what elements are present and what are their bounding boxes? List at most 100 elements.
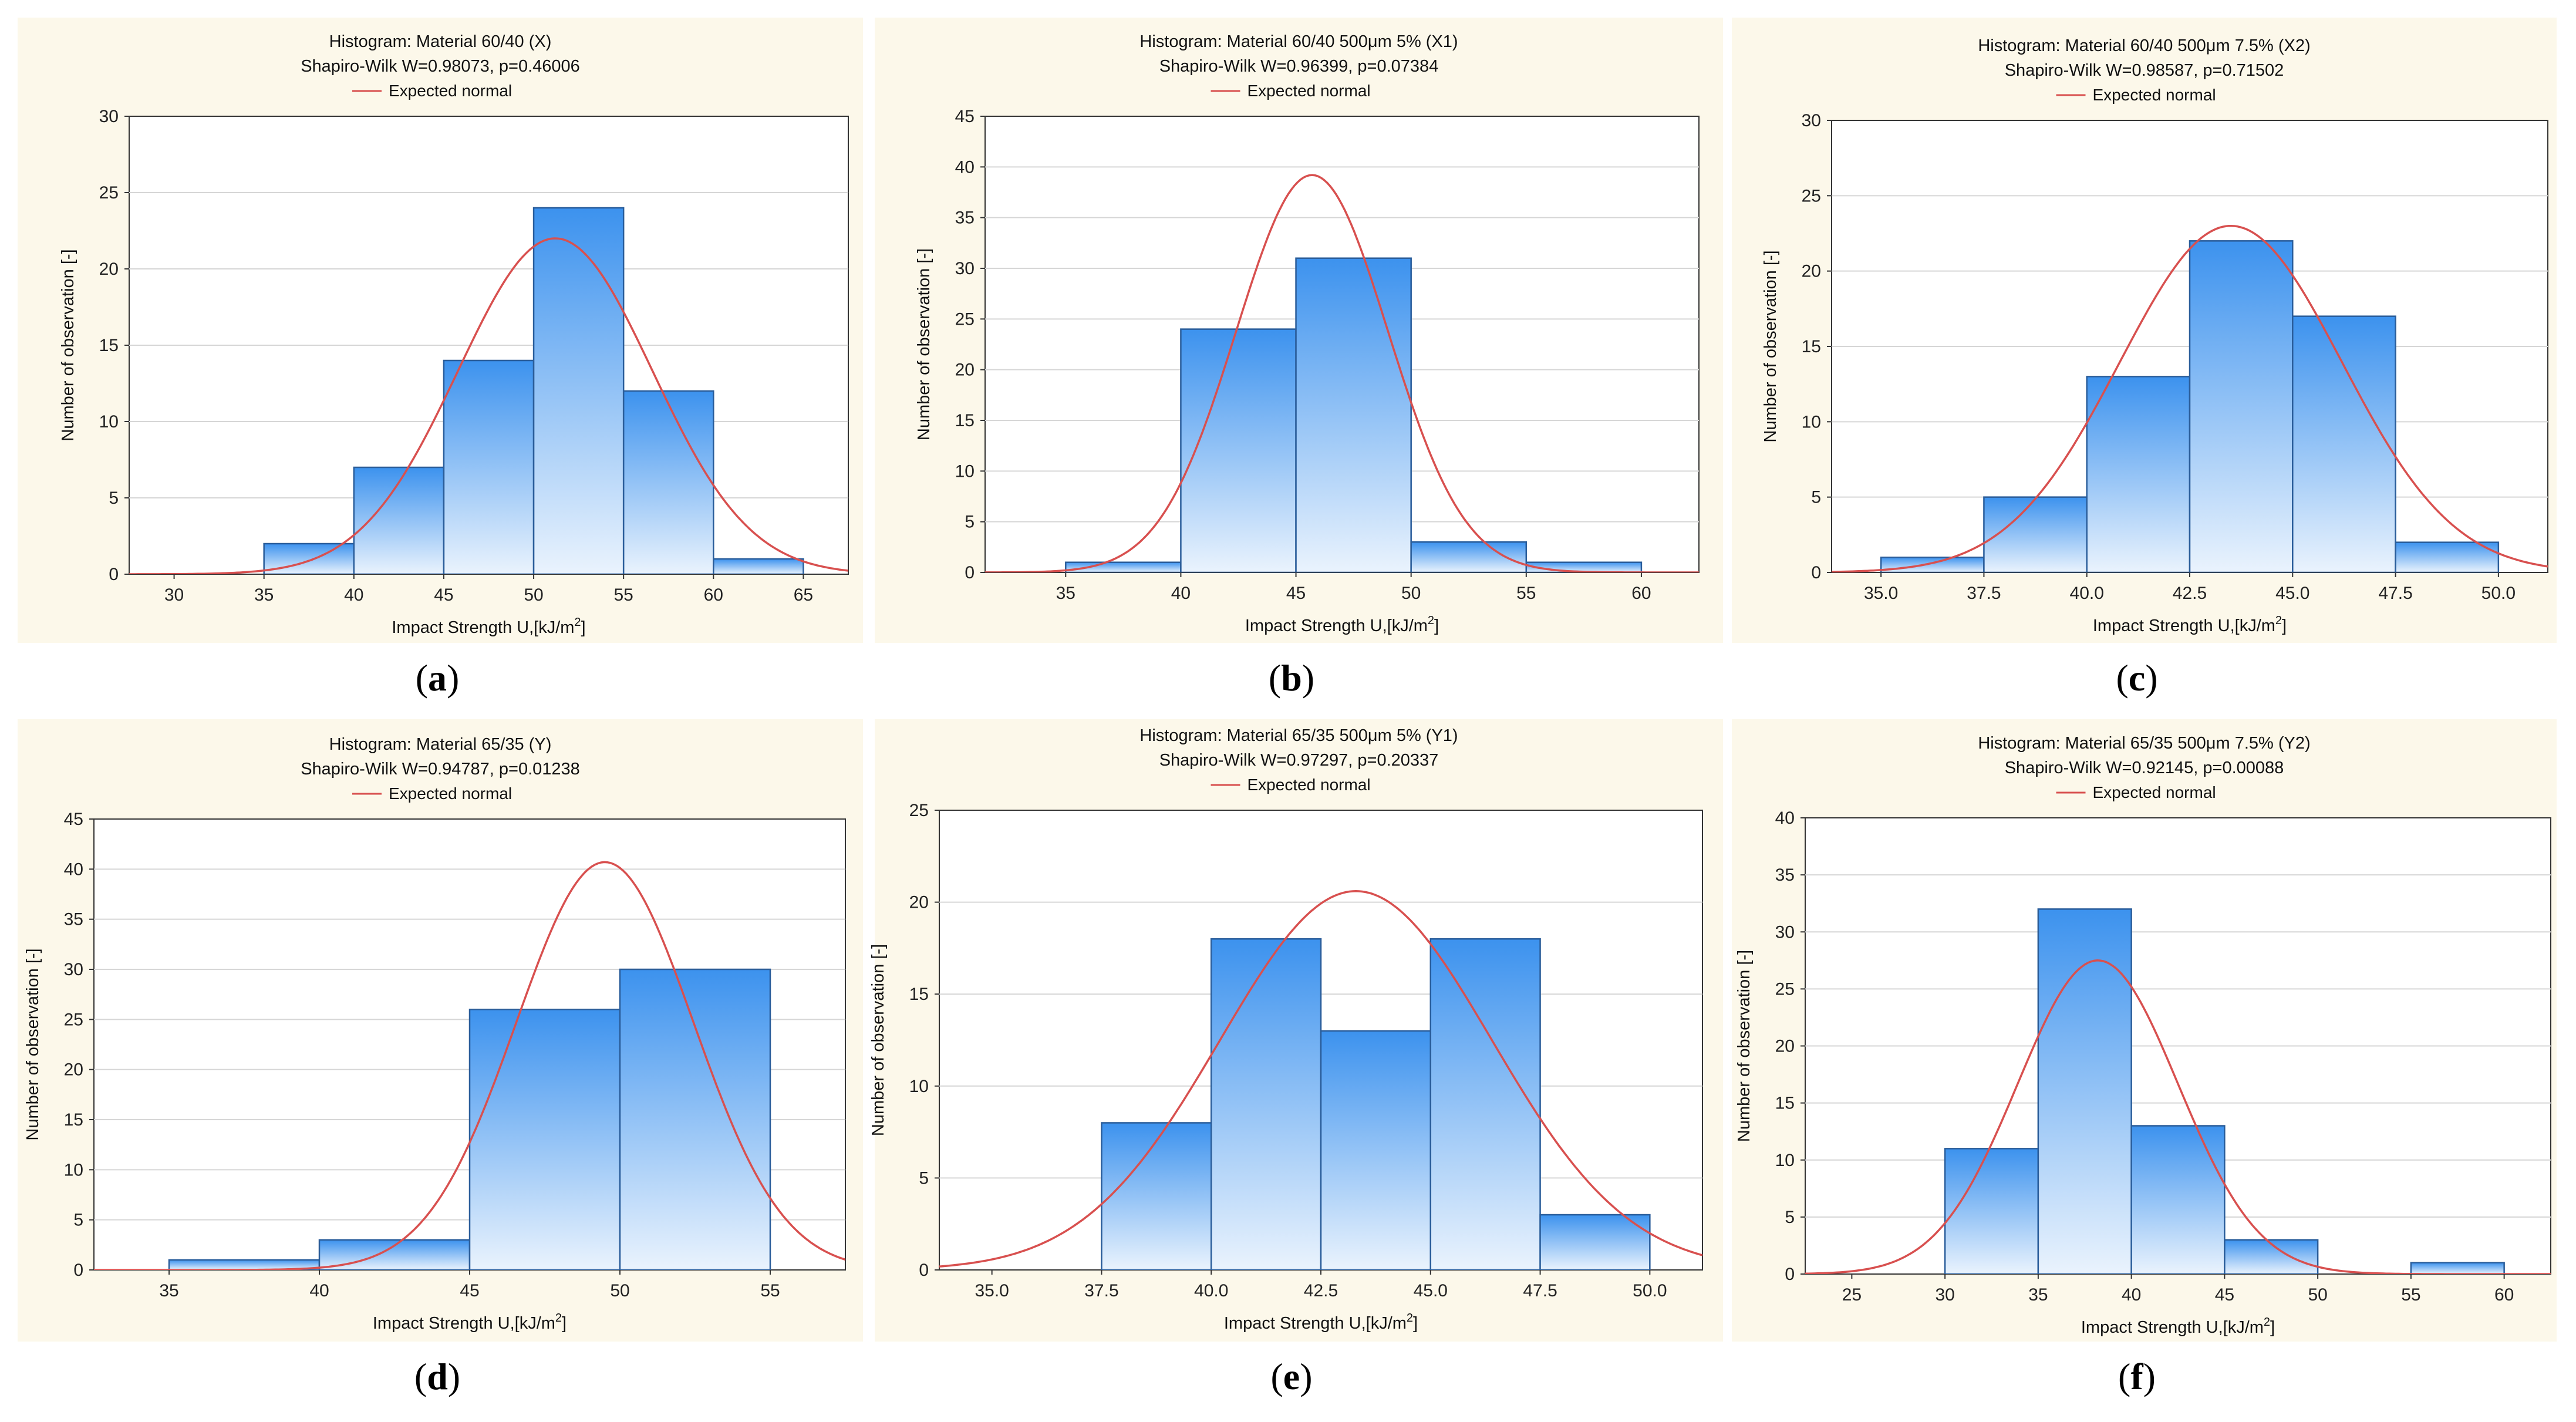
expected-normal-curve [939, 890, 1702, 1268]
x-tick-label: 37.5 [1967, 584, 2001, 603]
histogram-panel-c: Histogram: Material 60/40 500μm 7.5% (X2… [1732, 18, 2557, 643]
subfigure-label-e: (e) [1270, 1356, 1313, 1397]
chart-subtitle: Shapiro-Wilk W=0.97297, p=0.20337 [1159, 751, 1439, 770]
x-tick-label: 65 [794, 585, 813, 605]
y-tick-label: 25 [1802, 186, 1821, 205]
chart-subtitle: Shapiro-Wilk W=0.98587, p=0.71502 [2005, 61, 2284, 80]
x-tick-label: 40 [344, 585, 363, 605]
y-axis-label: Number of observation [-] [1761, 250, 1780, 442]
y-tick-label: 25 [64, 1010, 83, 1029]
y-tick-label: 30 [64, 960, 83, 979]
y-tick-label: 5 [73, 1211, 83, 1230]
histogram-bar [1295, 257, 1412, 572]
histogram-bar [1101, 1122, 1212, 1270]
y-tick-label: 20 [64, 1060, 83, 1080]
y-tick-label: 30 [1802, 111, 1821, 130]
x-tick-label: 50 [1401, 584, 1421, 603]
histogram-bar [468, 1009, 621, 1270]
histogram-bar [1429, 938, 1541, 1270]
y-tick-label: 15 [955, 411, 975, 430]
x-tick-label: 45.0 [1414, 1281, 1448, 1300]
histogram-bar [1539, 1214, 1651, 1270]
x-axis-label: Impact Strength U,[kJ/m2] [2081, 1316, 2275, 1337]
y-tick-label: 0 [919, 1261, 929, 1280]
y-tick-label: 5 [919, 1168, 929, 1188]
histogram-panel-b: Histogram: Material 60/40 500μm 5% (X1) S… [875, 18, 1723, 643]
chart-title: Histogram: Material 60/40 500μm 7.5% (X2… [1978, 36, 2310, 55]
y-axis-label: Number of observation [-] [869, 944, 888, 1136]
x-tick-label: 55 [1516, 584, 1536, 603]
x-tick-label: 47.5 [1523, 1281, 1557, 1300]
x-tick-label: 35 [159, 1281, 178, 1300]
histogram-bar [2130, 1125, 2226, 1274]
y-tick-label: 20 [1802, 262, 1821, 281]
y-tick-label: 25 [909, 801, 929, 820]
histogram-bar [713, 558, 804, 574]
x-tick-label: 60 [2494, 1285, 2514, 1305]
x-tick-label: 55 [760, 1281, 780, 1300]
y-tick-label: 40 [64, 860, 83, 879]
histogram-bar [2292, 315, 2396, 572]
curve-group [1805, 959, 2551, 1274]
y-tick-label: 30 [1775, 922, 1795, 942]
x-tick-label: 50 [2308, 1285, 2327, 1305]
x-axis-label: Impact Strength U,[kJ/m2] [2093, 614, 2287, 635]
y-tick-label: 30 [955, 259, 975, 278]
x-tick-label: 25 [1842, 1285, 1862, 1305]
subfigure-label-d: (d) [414, 1356, 461, 1397]
histogram-bar [443, 359, 535, 574]
x-tick-label: 47.5 [2378, 584, 2412, 603]
legend-label: Expected normal [2093, 86, 2216, 104]
x-tick-label: 45.0 [2275, 584, 2309, 603]
x-tick-label: 35.0 [1864, 584, 1898, 603]
x-tick-label: 42.5 [2173, 584, 2207, 603]
x-tick-label: 50 [524, 585, 543, 605]
chart-subtitle: Shapiro-Wilk W=0.94787, p=0.01238 [301, 760, 580, 779]
subfigure-label-f: (f) [2118, 1356, 2156, 1397]
y-tick-label: 15 [99, 336, 119, 355]
x-tick-label: 55 [614, 585, 633, 605]
histogram-chart-c: Histogram: Material 60/40 500μm 7.5% (X2… [1761, 36, 2548, 635]
curve-group [129, 237, 848, 574]
histogram-bar [1983, 496, 2088, 572]
histogram-panel-e: Histogram: Material 65/35 500μm 5% (Y1) S… [869, 719, 1723, 1342]
bars [1944, 908, 2505, 1274]
bars [1880, 240, 2500, 572]
histogram-bar [532, 207, 625, 574]
bars [168, 968, 771, 1270]
histogram-bar [2410, 1262, 2505, 1274]
legend-label: Expected normal [389, 784, 512, 803]
bars [1101, 938, 1651, 1270]
y-tick-label: 20 [1775, 1037, 1795, 1056]
x-tick-label: 35 [1056, 584, 1075, 603]
x-axis-label: Impact Strength U,[kJ/m2] [373, 1312, 567, 1333]
expected-normal-curve [129, 237, 848, 574]
x-tick-label: 30 [164, 585, 184, 605]
y-axis-label: Number of observation [-] [59, 249, 77, 441]
y-axis-label: Number of observation [-] [1735, 950, 1754, 1142]
curve-group [985, 174, 1699, 572]
y-tick-label: 20 [99, 260, 119, 279]
histogram-panel-a: Histogram: Material 60/40 (X) Shapiro-Wil… [18, 18, 863, 643]
y-tick-label: 15 [1802, 337, 1821, 356]
curve-group [939, 890, 1702, 1268]
x-tick-label: 40.0 [2070, 584, 2104, 603]
y-tick-label: 0 [1785, 1265, 1795, 1284]
x-tick-label: 30 [1935, 1285, 1954, 1305]
histogram-bar [619, 968, 771, 1270]
y-tick-label: 0 [1811, 563, 1821, 582]
legend-label: Expected normal [1247, 776, 1371, 794]
x-tick-label: 60 [704, 585, 723, 605]
x-axis-label: Impact Strength U,[kJ/m2] [1245, 614, 1439, 635]
y-tick-label: 15 [64, 1110, 83, 1130]
x-tick-label: 35.0 [975, 1281, 1009, 1300]
x-tick-label: 45 [460, 1281, 479, 1300]
histogram-chart-a: Histogram: Material 60/40 (X) Shapiro-Wil… [59, 32, 849, 637]
curve-group [94, 861, 845, 1270]
y-tick-label: 20 [955, 360, 975, 380]
legend-label: Expected normal [1247, 82, 1371, 100]
chart-title: Histogram: Material 60/40 500μm 5% (X1) [1139, 32, 1458, 51]
histogram-bar [1180, 328, 1297, 572]
legend-label: Expected normal [2093, 783, 2216, 801]
x-tick-label: 50.0 [2481, 584, 2516, 603]
